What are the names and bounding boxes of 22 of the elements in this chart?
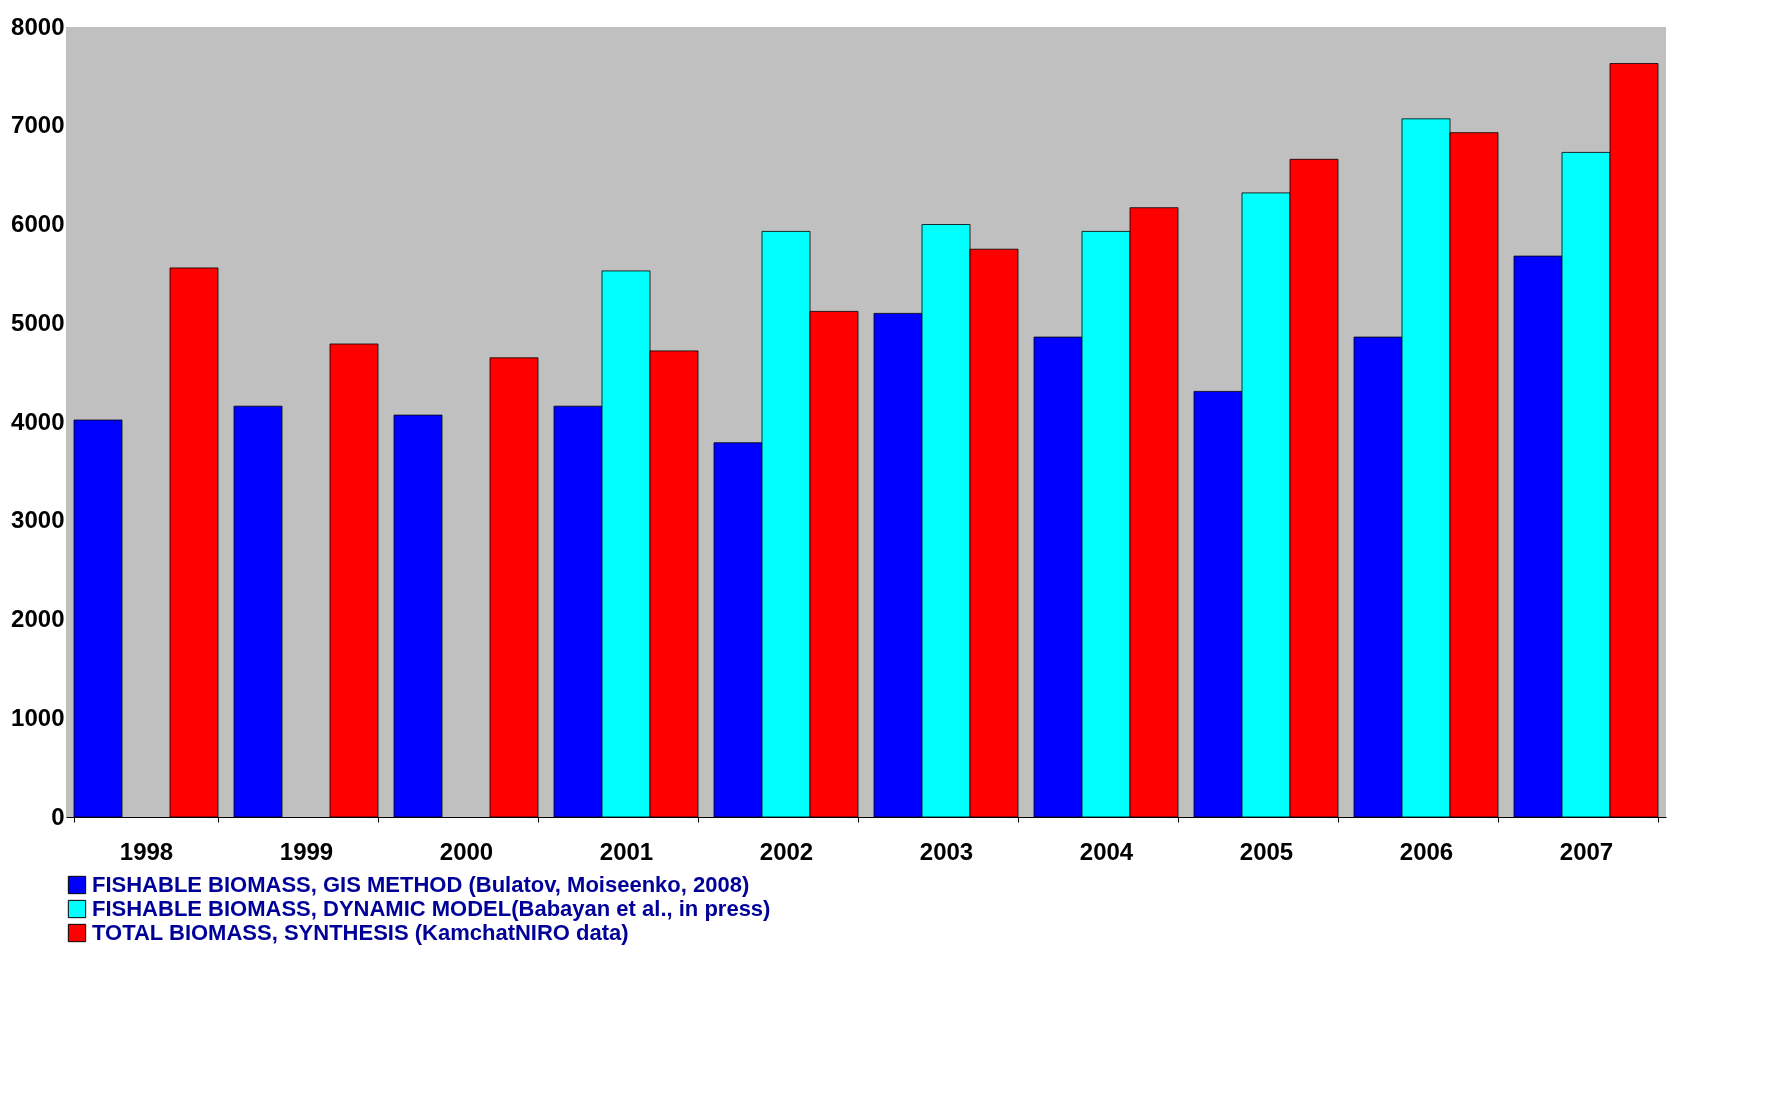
x-tick-label: 2005	[1239, 837, 1294, 865]
x-tick-label: 2003	[919, 837, 974, 865]
legend-label: FISHABLE BIOMASS, DYNAMIC MODEL(Babayan et al., in press)	[92, 896, 771, 921]
y-tick-label: 1000	[11, 703, 65, 731]
x-tick-label: 2001	[599, 837, 654, 865]
legend-label: FISHABLE BIOMASS, GIS METHOD (Bulatov, Moiseenko, 2008)	[92, 872, 750, 897]
y-tick-label: 3000	[11, 506, 65, 534]
y-tick-label: 8000	[11, 12, 65, 40]
x-tick-label: 1999	[279, 837, 334, 865]
y-tick-label: 4000	[11, 407, 65, 435]
x-tick-label: 2004	[1079, 837, 1134, 865]
x-tick-label: 2000	[439, 837, 494, 865]
x-tick-label: 1998	[119, 837, 174, 865]
x-tick-label: 2006	[1399, 837, 1454, 865]
legend-label: TOTAL BIOMASS, SYNTHESIS (KamchatNIRO data)	[92, 920, 629, 945]
y-tick-label: 2000	[11, 605, 65, 632]
y-tick-label: 0	[51, 802, 65, 830]
x-tick-label: 2002	[759, 837, 814, 865]
x-tick-label: 2007	[1559, 837, 1614, 865]
y-tick-label: 5000	[11, 308, 65, 336]
y-tick-label: 6000	[11, 210, 65, 237]
y-tick-label: 7000	[11, 111, 65, 139]
